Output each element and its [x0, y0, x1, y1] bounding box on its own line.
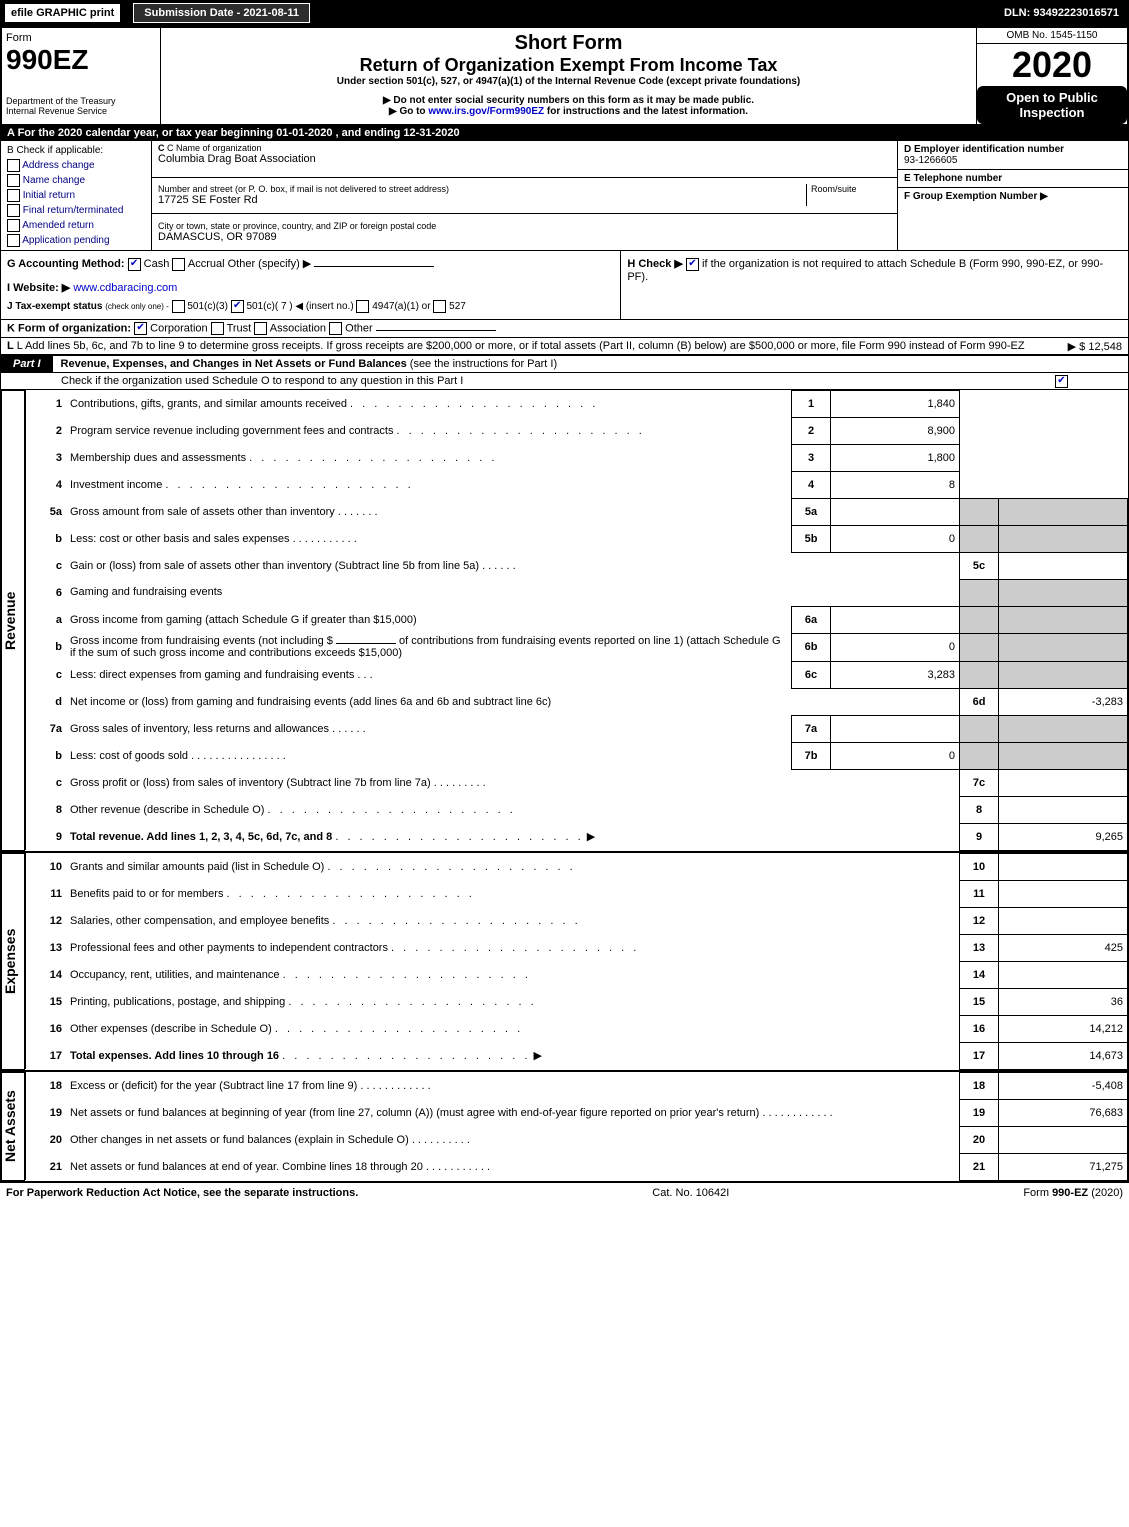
- website-link[interactable]: www.cdbaracing.com: [73, 282, 177, 294]
- section-a: A For the 2020 calendar year, or tax yea…: [1, 125, 1128, 141]
- part1-title: Revenue, Expenses, and Changes in Net As…: [53, 358, 558, 370]
- ssn-warning: ▶ Do not enter social security numbers o…: [165, 95, 972, 106]
- part1-check-text: Check if the organization used Schedule …: [1, 373, 1128, 390]
- trust-checkbox[interactable]: [211, 322, 224, 335]
- part1-header: Part I Revenue, Expenses, and Changes in…: [1, 355, 1128, 373]
- form-number: 990EZ: [6, 44, 156, 76]
- city-value: DAMASCUS, OR 97089: [158, 231, 891, 243]
- omb-number: OMB No. 1545-1150: [977, 28, 1127, 44]
- street-value: 17725 SE Foster Rd: [158, 194, 806, 206]
- revenue-label: Revenue: [1, 390, 25, 851]
- other-checkbox[interactable]: [329, 322, 342, 335]
- net-assets-lines: 18Excess or (deficit) for the year (Subt…: [25, 1072, 1128, 1181]
- expenses-label: Expenses: [1, 853, 25, 1070]
- 501c3-checkbox[interactable]: [172, 300, 185, 313]
- room-suite-label: Room/suite: [806, 184, 891, 206]
- form-label: Form: [6, 32, 156, 44]
- section-c-label: C C Name of organization: [158, 143, 891, 153]
- dept-treasury: Department of the Treasury: [6, 96, 156, 106]
- 4947-checkbox[interactable]: [356, 300, 369, 313]
- gross-receipts-amount: ▶ $ 12,548: [1068, 340, 1122, 353]
- corp-checkbox[interactable]: [134, 322, 147, 335]
- form-container: Form 990EZ Department of the Treasury In…: [0, 26, 1129, 1182]
- short-form-title: Short Form: [165, 32, 972, 55]
- address-change-option[interactable]: Address change: [3, 158, 149, 173]
- schedule-b-checkbox[interactable]: [686, 258, 699, 271]
- section-f-label: F Group Exemption Number ▶: [904, 191, 1048, 202]
- section-b-label: B Check if applicable:: [3, 143, 149, 158]
- final-return-option[interactable]: Final return/terminated: [3, 203, 149, 218]
- top-bar: efile GRAPHIC print Submission Date - 20…: [0, 0, 1129, 26]
- city-label: City or town, state or province, country…: [158, 221, 891, 231]
- tax-year: 2020: [977, 44, 1127, 86]
- return-title: Return of Organization Exempt From Incom…: [165, 55, 972, 76]
- under-section: Under section 501(c), 527, or 4947(a)(1)…: [165, 76, 972, 87]
- org-info-table: B Check if applicable: Address change Na…: [1, 141, 1128, 250]
- footer: For Paperwork Reduction Act Notice, see …: [0, 1182, 1129, 1203]
- street-label: Number and street (or P. O. box, if mail…: [158, 184, 806, 194]
- ein-value: 93-1266605: [904, 155, 957, 166]
- net-assets-label: Net Assets: [1, 1072, 25, 1181]
- cash-checkbox[interactable]: [128, 258, 141, 271]
- amended-return-option[interactable]: Amended return: [3, 218, 149, 233]
- submission-date: Submission Date - 2021-08-11: [133, 3, 310, 23]
- section-d-label: D Employer identification number: [904, 144, 1064, 155]
- section-j: J Tax-exempt status (check only one) - 5…: [7, 300, 614, 313]
- section-l: L L Add lines 5b, 6c, and 7b to line 9 t…: [1, 338, 1128, 355]
- revenue-lines: 1Contributions, gifts, grants, and simil…: [25, 390, 1128, 851]
- assoc-checkbox[interactable]: [254, 322, 267, 335]
- form-header: Form 990EZ Department of the Treasury In…: [1, 27, 1128, 125]
- part1-label: Part I: [1, 356, 53, 372]
- footer-center: Cat. No. 10642I: [652, 1187, 729, 1199]
- section-h: H Check ▶ if the organization is not req…: [627, 257, 1122, 283]
- irs-link[interactable]: www.irs.gov/Form990EZ: [428, 106, 544, 117]
- open-to-public: Open to Public Inspection: [977, 86, 1127, 124]
- org-name: Columbia Drag Boat Association: [158, 153, 891, 165]
- 501c-checkbox[interactable]: [231, 300, 244, 313]
- accrual-checkbox[interactable]: [172, 258, 185, 271]
- application-pending-option[interactable]: Application pending: [3, 233, 149, 248]
- irs-label: Internal Revenue Service: [6, 106, 156, 116]
- dln-label: DLN: 93492223016571: [1004, 7, 1119, 19]
- 527-checkbox[interactable]: [433, 300, 446, 313]
- section-e-label: E Telephone number: [904, 173, 1002, 184]
- section-g: G Accounting Method: Cash Accrual Other …: [7, 257, 614, 271]
- name-change-option[interactable]: Name change: [3, 173, 149, 188]
- footer-left: For Paperwork Reduction Act Notice, see …: [6, 1187, 358, 1199]
- expenses-lines: 10Grants and similar amounts paid (list …: [25, 853, 1128, 1070]
- efile-link[interactable]: efile GRAPHIC print: [4, 3, 121, 23]
- footer-right: Form 990-EZ (2020): [1023, 1187, 1123, 1199]
- section-i: I Website: ▶ www.cdbaracing.com: [7, 281, 614, 294]
- initial-return-option[interactable]: Initial return: [3, 188, 149, 203]
- section-k: K Form of organization: Corporation Trus…: [1, 319, 1128, 338]
- goto-instructions: ▶ Go to www.irs.gov/Form990EZ for instru…: [165, 106, 972, 117]
- schedule-o-checkbox[interactable]: [1055, 375, 1068, 388]
